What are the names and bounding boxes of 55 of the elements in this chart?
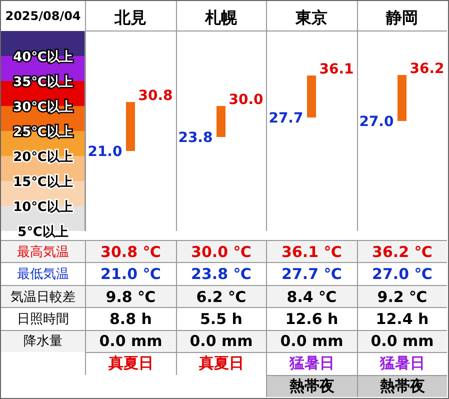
y-tick-label: 10℃以上 — [13, 200, 73, 215]
text: 9.8 ℃ — [85, 284, 176, 308]
text: 30.0 ℃ — [176, 240, 266, 262]
annotation: 27.0 — [359, 114, 394, 130]
text: 気温日較差 — [1, 284, 85, 308]
text: 熱帯夜 — [266, 374, 356, 397]
x-tick-label: 北見 — [113, 8, 146, 27]
text: 8.4 ℃ — [266, 284, 356, 308]
text: 真夏日 — [85, 352, 176, 375]
bar — [126, 102, 135, 151]
annotation: 30.0 — [228, 92, 264, 108]
bar — [307, 76, 316, 118]
text: 21.0 ℃ — [85, 262, 176, 285]
bar — [398, 75, 406, 121]
y-tick-label: 25℃以上 — [13, 125, 73, 140]
chart-title: 2025/08/04 — [4, 8, 82, 25]
x-tick-label: 札幌 — [204, 8, 238, 27]
text: 23.8 ℃ — [176, 262, 266, 285]
text: 36.1 ℃ — [266, 240, 356, 262]
annotation: 27.7 — [268, 110, 304, 126]
bar — [216, 106, 226, 137]
annotation: 36.1 — [319, 62, 354, 78]
x-tick-label: 東京 — [294, 8, 328, 27]
text: 猛暑日 — [356, 352, 447, 375]
text: 12.6 h — [266, 307, 356, 330]
y-tick-label: 30℃以上 — [13, 100, 73, 115]
text: 熱帯夜 — [356, 374, 447, 397]
annotation: 23.8 — [178, 130, 213, 146]
text: 12.4 h — [356, 307, 447, 330]
annotation: 30.8 — [138, 88, 173, 104]
x-tick-label: 静岡 — [384, 8, 418, 27]
text: 0.0 mm — [266, 330, 356, 352]
text: 降水量 — [1, 330, 85, 352]
text: 30.8 ℃ — [85, 240, 176, 262]
text: 0.0 mm — [176, 330, 266, 352]
text: 5.5 h — [176, 307, 266, 330]
y-tick-label: 5℃以上 — [18, 225, 68, 240]
text: 0.0 mm — [356, 330, 447, 352]
text: 猛暑日 — [266, 352, 356, 375]
annotation: 36.2 — [410, 61, 444, 77]
text: 最低気温 — [1, 262, 85, 285]
annotation: 21.0 — [88, 144, 123, 160]
y-tick-label: 15℃以上 — [13, 175, 73, 190]
text: 36.2 ℃ — [356, 240, 447, 262]
text: 日照時間 — [1, 307, 85, 330]
text: 27.7 ℃ — [266, 262, 356, 285]
text: 8.8 h — [85, 307, 176, 330]
text: 27.0 ℃ — [356, 262, 447, 285]
text: 9.2 ℃ — [356, 284, 447, 308]
y-tick-label: 40℃以上 — [13, 50, 73, 65]
text: 6.2 ℃ — [176, 284, 266, 308]
text: 最高気温 — [1, 240, 85, 262]
text: 真夏日 — [176, 352, 266, 375]
y-tick-label: 20℃以上 — [13, 150, 73, 165]
text: 0.0 mm — [85, 330, 176, 352]
